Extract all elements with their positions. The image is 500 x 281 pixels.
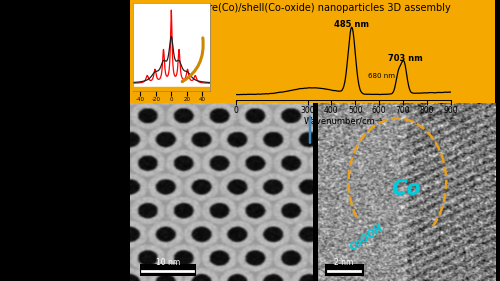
X-axis label: Wavenumber/cm⁻¹: Wavenumber/cm⁻¹ bbox=[304, 116, 383, 125]
Text: Co: Co bbox=[392, 179, 421, 199]
Text: 10 nm: 10 nm bbox=[156, 258, 180, 267]
Y-axis label: Raman Intensity: Raman Intensity bbox=[126, 21, 131, 73]
Text: 485 nm: 485 nm bbox=[334, 20, 369, 29]
Bar bbox=[132, 87, 210, 91]
Text: 680 nm: 680 nm bbox=[368, 73, 395, 79]
Text: CoOOH: CoOOH bbox=[348, 223, 385, 253]
Bar bbox=[140, 264, 196, 276]
Text: 703 nm: 703 nm bbox=[388, 55, 422, 64]
Bar bbox=[324, 264, 364, 276]
Text: 2 nm: 2 nm bbox=[334, 258, 354, 267]
Text: core(Co)/shell(Co-oxide) nanoparticles 3D assembly: core(Co)/shell(Co-oxide) nanoparticles 3… bbox=[197, 3, 451, 13]
